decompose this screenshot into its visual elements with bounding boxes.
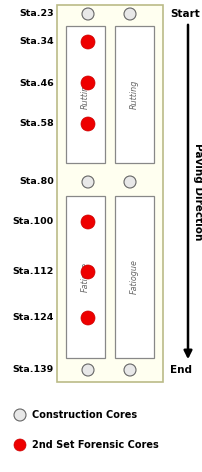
Circle shape — [81, 35, 95, 49]
Circle shape — [81, 215, 95, 229]
FancyBboxPatch shape — [66, 26, 104, 163]
Circle shape — [14, 439, 26, 451]
FancyBboxPatch shape — [57, 5, 162, 382]
Text: Sta.124: Sta.124 — [13, 313, 54, 322]
Text: Construction Cores: Construction Cores — [32, 410, 136, 420]
FancyBboxPatch shape — [115, 196, 153, 358]
Circle shape — [81, 117, 95, 131]
Text: Sta.34: Sta.34 — [19, 37, 54, 47]
Text: Sta.80: Sta.80 — [19, 177, 54, 186]
Circle shape — [81, 76, 95, 90]
Text: Sta.139: Sta.139 — [13, 365, 54, 374]
Circle shape — [123, 8, 135, 20]
Text: Rutting: Rutting — [129, 80, 138, 109]
Text: Sta.58: Sta.58 — [19, 119, 54, 128]
Circle shape — [14, 409, 26, 421]
Text: 2nd Set Forensic Cores: 2nd Set Forensic Cores — [32, 440, 158, 450]
Text: Sta.112: Sta.112 — [13, 268, 54, 277]
Circle shape — [82, 176, 94, 188]
Text: Fatigue: Fatigue — [81, 262, 89, 292]
Circle shape — [81, 265, 95, 279]
Text: Sta.23: Sta.23 — [19, 9, 54, 18]
Circle shape — [82, 364, 94, 376]
Text: End: End — [169, 365, 191, 375]
Text: Start: Start — [169, 9, 199, 19]
Text: Fatiogue: Fatiogue — [129, 260, 138, 295]
Circle shape — [81, 311, 95, 325]
FancyBboxPatch shape — [66, 196, 104, 358]
FancyBboxPatch shape — [115, 26, 153, 163]
Circle shape — [123, 176, 135, 188]
Text: Sta.100: Sta.100 — [13, 218, 54, 227]
Circle shape — [123, 364, 135, 376]
Circle shape — [82, 8, 94, 20]
Text: Paving Direction: Paving Direction — [192, 143, 202, 241]
Text: Sta.46: Sta.46 — [19, 78, 54, 87]
Text: Rutting: Rutting — [81, 80, 89, 109]
